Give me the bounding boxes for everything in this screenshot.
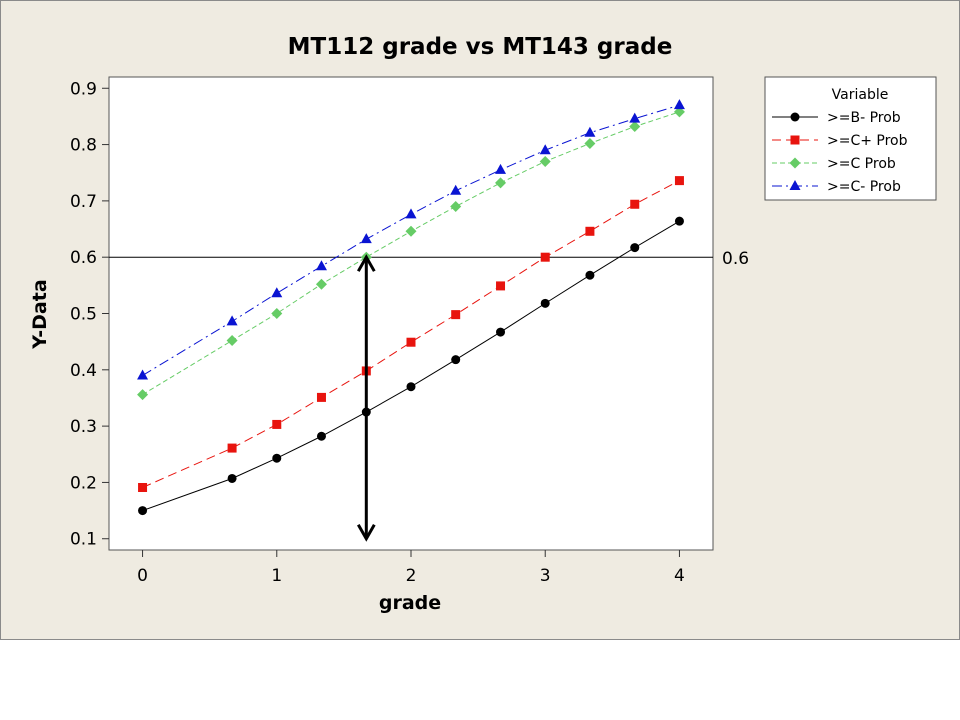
legend-title: Variable xyxy=(832,87,889,103)
plot-area xyxy=(108,76,714,551)
data-point xyxy=(495,177,507,189)
data-point xyxy=(629,121,641,133)
data-point xyxy=(137,389,149,401)
data-point xyxy=(138,506,148,516)
x-tick-label: 4 xyxy=(674,566,685,586)
data-point xyxy=(226,315,238,326)
data-point xyxy=(316,392,326,402)
chart-title: MT112 grade vs MT143 grade xyxy=(288,34,673,60)
series-4 xyxy=(137,99,685,380)
y-tick-label: 0.8 xyxy=(70,136,97,156)
data-point xyxy=(539,144,551,155)
legend-item: >=C- Prob xyxy=(772,179,901,195)
data-point xyxy=(630,199,640,209)
legend-marker xyxy=(789,157,801,169)
y-tick-label: 0.7 xyxy=(70,192,97,212)
data-point xyxy=(360,233,372,244)
legend-label: >=B- Prob xyxy=(827,110,901,126)
chart-frame: MT112 grade vs MT143 grade 0 1 2 3 4 0.1 0.2 0.… xyxy=(0,0,960,640)
data-point xyxy=(496,281,506,291)
data-point xyxy=(540,252,550,262)
data-point xyxy=(584,126,596,137)
data-point xyxy=(450,201,462,213)
series-1 xyxy=(138,216,684,516)
legend-item: >=C+ Prob xyxy=(772,133,908,149)
arrow-group xyxy=(357,254,376,542)
reference-line-group: 0.6 xyxy=(109,249,749,269)
legend-marker xyxy=(790,135,800,145)
data-point xyxy=(272,453,282,463)
data-point xyxy=(271,308,283,319)
data-point xyxy=(539,155,551,167)
legend-label: >=C Prob xyxy=(827,156,896,172)
data-point xyxy=(585,270,595,280)
legend-label: >=C+ Prob xyxy=(827,133,908,149)
y-tick-label: 0.5 xyxy=(70,305,97,325)
data-point xyxy=(584,137,596,149)
chart: MT112 grade vs MT143 grade 0 1 2 3 4 0.1 0.2 0.… xyxy=(0,0,960,640)
data-point xyxy=(496,327,506,337)
data-point xyxy=(674,176,684,186)
data-point xyxy=(451,355,461,365)
data-point xyxy=(226,335,238,347)
data-point xyxy=(450,184,462,195)
y-tick-label: 0.2 xyxy=(70,473,97,493)
series-line xyxy=(142,111,680,396)
reference-line-label: 0.6 xyxy=(722,249,749,269)
series-group xyxy=(137,99,685,516)
axis-ticks: 0 1 2 3 4 0.1 0.2 0.3 0.4 0.5 0.6 0.7 0.8 0.9 xyxy=(70,79,685,586)
legend-marker xyxy=(789,180,801,190)
data-point xyxy=(138,482,148,492)
data-point xyxy=(272,419,282,429)
y-tick-label: 0.3 xyxy=(70,417,97,437)
arrow-head-bottom xyxy=(357,523,376,542)
legend-items: >=B- Prob >=C+ Prob >=C Prob >=C- Prob xyxy=(772,110,908,195)
x-tick-label: 0 xyxy=(137,566,148,586)
data-point xyxy=(315,260,327,271)
data-point xyxy=(673,99,685,110)
y-tick-label: 0.6 xyxy=(70,248,97,268)
y-tick-label: 0.1 xyxy=(70,530,97,550)
data-point xyxy=(629,112,641,123)
data-point xyxy=(585,226,595,236)
series-line xyxy=(142,180,680,488)
x-tick-label: 3 xyxy=(540,566,551,586)
data-point xyxy=(315,278,327,290)
data-point xyxy=(271,287,283,298)
data-point xyxy=(227,443,237,453)
arrow-head-top xyxy=(357,254,376,272)
data-point xyxy=(540,298,550,308)
x-tick-label: 2 xyxy=(406,566,417,586)
series-line xyxy=(142,220,680,512)
data-point xyxy=(227,473,237,483)
data-point xyxy=(316,431,326,441)
legend-item: >=C Prob xyxy=(772,156,896,172)
legend-marker xyxy=(790,112,800,122)
data-point xyxy=(137,369,149,380)
data-point xyxy=(405,208,417,219)
legend: Variable >=B- Prob >=C+ Prob >=C Prob >=C- … xyxy=(764,76,937,201)
x-tick-label: 1 xyxy=(271,566,282,586)
data-point xyxy=(406,382,416,392)
legend-label: >=C- Prob xyxy=(827,179,901,195)
data-point xyxy=(495,163,507,174)
y-tick-label: 0.4 xyxy=(70,361,97,381)
legend-item: >=B- Prob xyxy=(772,110,901,126)
data-point xyxy=(451,310,461,320)
series-3 xyxy=(137,106,685,401)
data-point xyxy=(405,225,417,237)
data-point xyxy=(630,243,640,253)
data-point xyxy=(674,216,684,226)
x-axis-label: grade xyxy=(379,592,441,614)
data-point xyxy=(673,106,685,118)
y-axis-label: Y-Data xyxy=(29,279,51,349)
data-point xyxy=(406,337,416,347)
series-line xyxy=(142,104,680,376)
y-tick-label: 0.9 xyxy=(70,79,97,99)
